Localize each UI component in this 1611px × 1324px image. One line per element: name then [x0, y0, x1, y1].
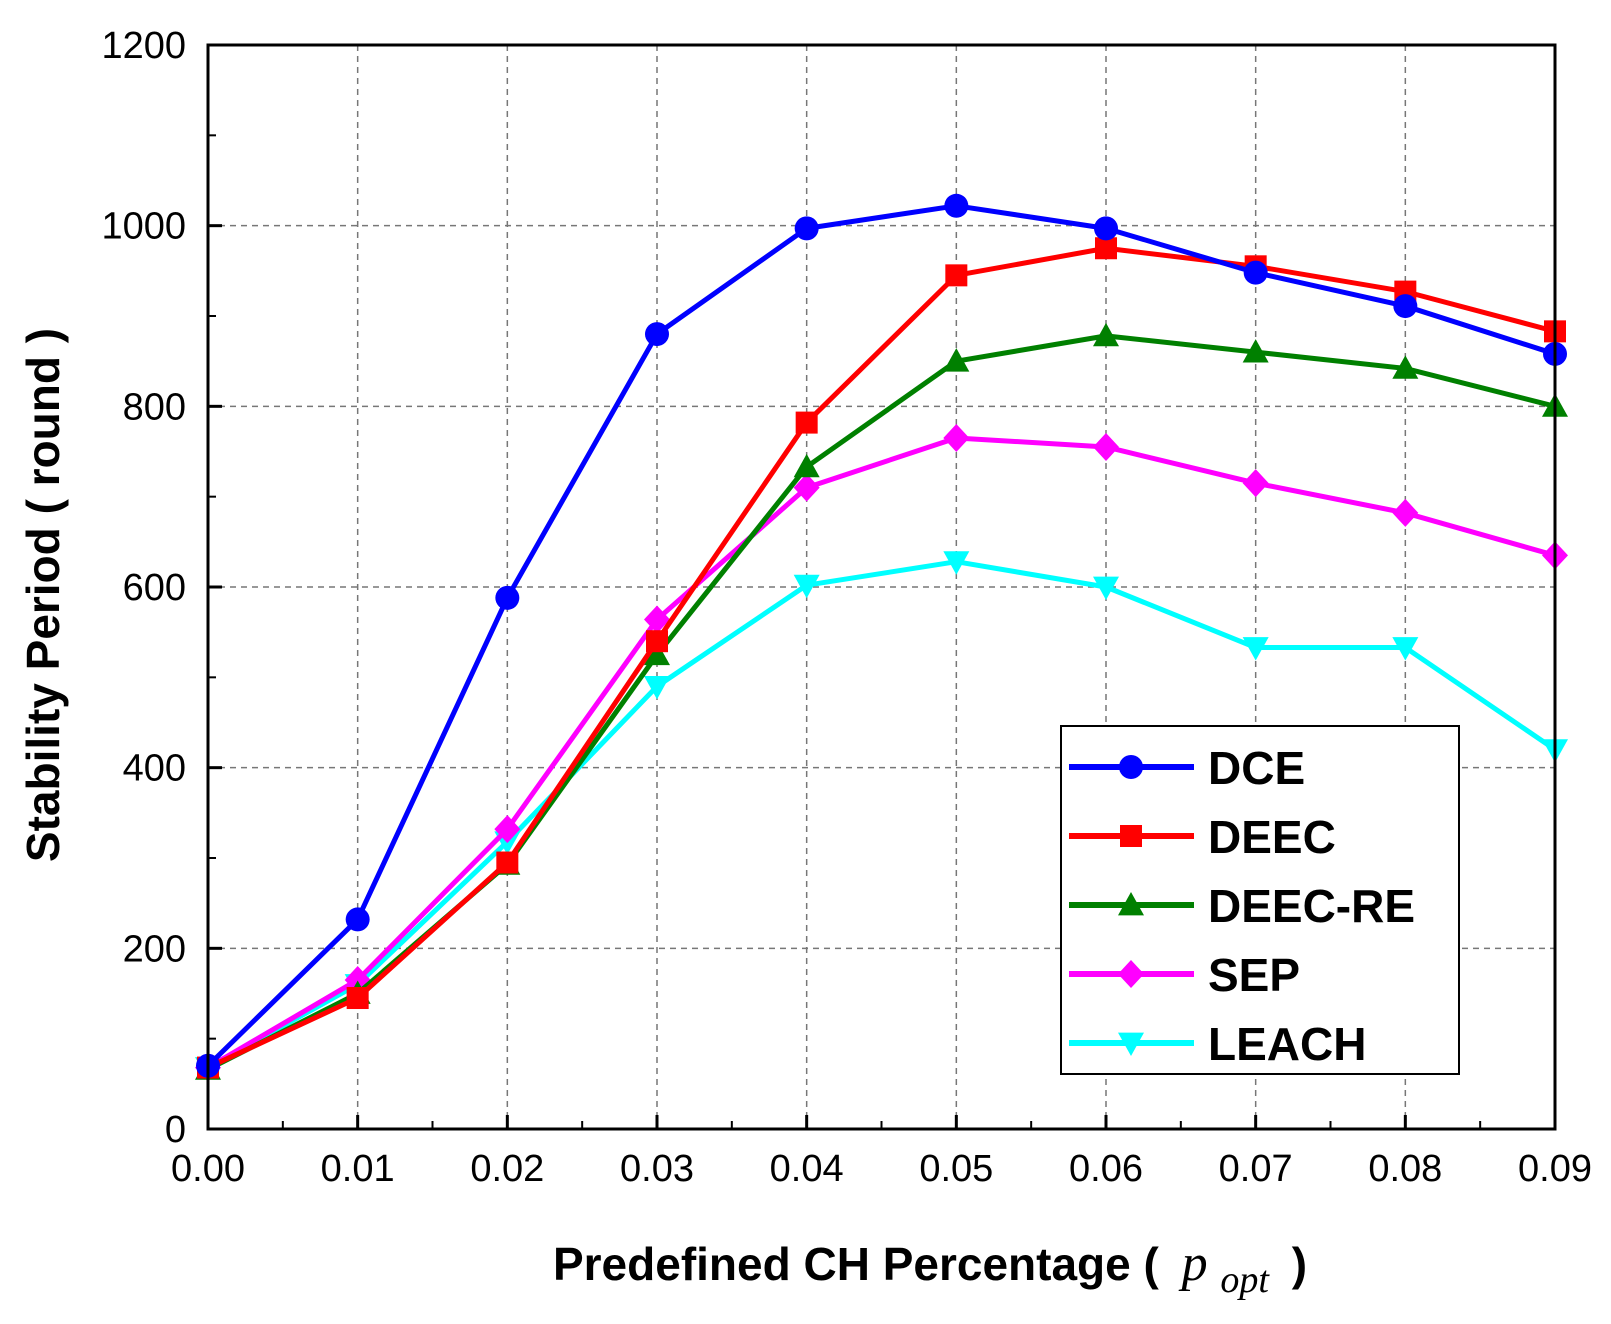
y-tick-label: 800 [123, 386, 186, 428]
axis-ticks [206, 43, 1557, 1131]
series-layer [195, 193, 1568, 1082]
legend-marker [1119, 755, 1143, 779]
data-point-leach [1392, 637, 1419, 661]
legend-label: DEEC [1208, 811, 1336, 863]
legend-marker [1118, 892, 1144, 916]
x-axis-title-close: ) [1292, 1238, 1307, 1290]
data-point-deec-re [644, 641, 670, 666]
x-tick-label: 0.05 [919, 1148, 993, 1190]
x-axis-title-main: Predefined CH Percentage ( [553, 1238, 1160, 1290]
legend-item-deec-re: DEEC-RE [1069, 880, 1415, 932]
data-point-sep [1392, 498, 1419, 527]
series-line-deec [206, 245, 1556, 1070]
data-point-deec [945, 264, 968, 287]
x-axis-title: Predefined CH Percentage ( p opt ) [553, 1235, 1307, 1302]
data-point-deec-re [1242, 339, 1269, 363]
data-point-sep [644, 605, 670, 634]
x-tick-label: 0.08 [1368, 1148, 1442, 1190]
x-tick-label: 0.00 [171, 1148, 245, 1190]
y-tick-label: 0 [165, 1109, 186, 1151]
series-line-leach [206, 559, 1557, 1070]
legend-marker [1118, 960, 1144, 988]
x-tick-label: 0.04 [770, 1148, 844, 1190]
tick-labels: 0.00 0.01 0.02 0.03 0.04 0.05 0.06 0.07 0.08 0.09… [101, 25, 1592, 1190]
data-point-dce [1243, 260, 1268, 285]
data-point-leach [644, 675, 670, 700]
data-point-deec [496, 851, 519, 874]
data-point-sep [1242, 469, 1269, 498]
y-tick-label: 600 [123, 567, 186, 609]
x-tick-label: 0.01 [321, 1148, 395, 1190]
legend-label: DEEC-RE [1208, 880, 1415, 932]
x-tick-label: 0.06 [1069, 1148, 1143, 1190]
legend-item-sep: SEP [1069, 949, 1300, 1001]
data-point-deec [1095, 237, 1117, 260]
data-point-deec-re [1392, 355, 1419, 379]
data-point-deec [646, 630, 668, 653]
y-tick-label: 200 [123, 928, 186, 970]
data-point-deec-re [793, 453, 820, 478]
data-point-deec [346, 987, 369, 1010]
data-point-sep [1093, 432, 1119, 461]
legend-label: SEP [1208, 949, 1300, 1001]
legend-label: DCE [1208, 742, 1305, 794]
y-tick-label: 400 [123, 748, 186, 790]
data-point-sep [943, 423, 970, 452]
data-point-deec-re [943, 348, 970, 372]
data-point-dce [495, 585, 520, 610]
x-tick-label: 0.09 [1518, 1148, 1592, 1190]
legend-item-leach: LEACH [1069, 1018, 1366, 1070]
x-axis-title-symbol: p [1178, 1235, 1208, 1292]
legend-marker [1118, 1032, 1144, 1056]
y-tick-label: 1200 [101, 25, 186, 67]
data-point-dce [345, 907, 370, 932]
data-point-dce [794, 216, 819, 241]
series-sep [195, 423, 1568, 1082]
data-point-leach [793, 574, 820, 599]
y-tick-label: 1000 [101, 206, 186, 248]
data-point-dce [1393, 294, 1418, 319]
data-point-deec-re [1093, 322, 1119, 347]
series-line-dce [206, 203, 1556, 1068]
data-point-leach [1093, 576, 1119, 600]
legend-item-dce: DCE [1069, 742, 1305, 794]
data-point-sep [494, 815, 521, 844]
y-axis-title: Stability Period ( round ) [17, 328, 69, 862]
data-point-dce [645, 322, 669, 347]
x-tick-label: 0.07 [1219, 1148, 1293, 1190]
series-line-sep [206, 435, 1556, 1070]
x-axis-title-subscript: opt [1220, 1259, 1270, 1301]
data-point-sep [793, 473, 820, 502]
data-point-leach [1242, 637, 1269, 661]
x-tick-label: 0.03 [620, 1148, 694, 1190]
data-point-dce [1094, 216, 1118, 241]
legend-item-deec: DEEC [1069, 811, 1336, 863]
legend: DCE DEEC DEEC-RE SEP LEACH [1060, 725, 1460, 1075]
legend-label: LEACH [1208, 1018, 1366, 1070]
data-point-dce [944, 193, 969, 218]
data-point-leach [943, 551, 970, 575]
x-tick-label: 0.02 [470, 1148, 544, 1190]
data-point-deec [795, 411, 818, 434]
series-dce [196, 193, 1567, 1078]
legend-marker [1120, 825, 1142, 847]
